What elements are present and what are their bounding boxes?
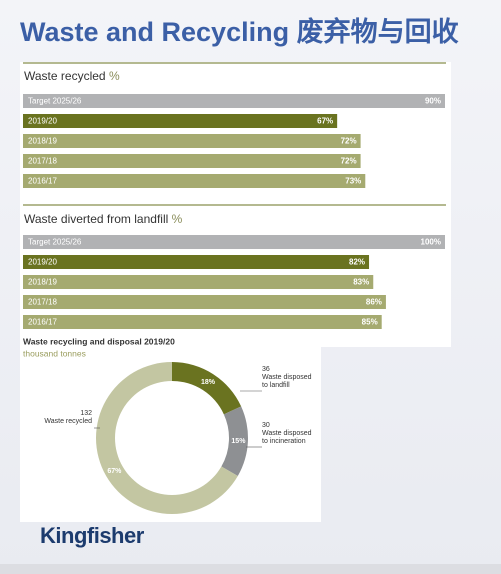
slide-title: Waste and Recycling 废弃物与回收 (20, 17, 459, 47)
category-label: 2018/19 (28, 278, 57, 287)
logo: Kingfisher (40, 523, 144, 548)
bar (23, 275, 374, 289)
value-label: 86% (366, 298, 382, 307)
bar (23, 255, 370, 269)
value-label: 72% (341, 157, 357, 166)
category-label: Waste recycled (44, 418, 92, 425)
bar (23, 315, 382, 329)
footer-strip (0, 564, 501, 574)
category-label: 2016/17 (28, 177, 57, 186)
chart-subtitle: thousand tonnes (23, 348, 86, 358)
category-label: 2018/19 (28, 137, 57, 146)
bar (23, 94, 445, 108)
share-label: 18% (201, 379, 216, 386)
chart-title: Waste diverted from landfill % (24, 212, 183, 226)
chart-title-text: Waste recycled (24, 69, 106, 83)
category-label: 2016/17 (28, 318, 57, 327)
share-label: 67% (107, 468, 122, 475)
chart-title: Waste recycling and disposal 2019/20 (23, 336, 175, 346)
bar (23, 174, 366, 188)
value-label: 132 (80, 410, 92, 417)
chart-title-text: Waste diverted from landfill (24, 212, 168, 226)
value-label: 90% (425, 97, 441, 106)
bar (23, 114, 338, 128)
category-label: 2019/20 (28, 117, 57, 126)
value-label: 36 (262, 366, 270, 373)
bar (23, 154, 361, 168)
value-label: 100% (421, 238, 441, 247)
category-label: Target 2025/26 (28, 238, 82, 247)
chart-title: Waste recycled % (24, 69, 120, 83)
value-label: 82% (349, 258, 365, 267)
value-label: 72% (341, 137, 357, 146)
value-label: 83% (353, 278, 369, 287)
category-label: 2017/18 (28, 298, 57, 307)
unit: % (109, 69, 120, 83)
category-label: Waste disposed to incineration (262, 430, 312, 445)
bar (23, 295, 386, 309)
category-label: 2017/18 (28, 157, 57, 166)
value-label: 67% (317, 117, 333, 126)
category-label: Target 2025/26 (28, 97, 82, 106)
bar (23, 235, 445, 249)
value-label: 30 (262, 422, 270, 429)
category-label: Waste disposed to landfill (262, 374, 312, 389)
value-label: 73% (345, 177, 361, 186)
donut-segment (221, 406, 248, 476)
donut-segment (172, 362, 242, 415)
category-label: 2019/20 (28, 258, 57, 267)
value-label: 85% (362, 318, 378, 327)
bar (23, 134, 361, 148)
share-label: 15% (231, 438, 246, 445)
unit: % (172, 212, 183, 226)
